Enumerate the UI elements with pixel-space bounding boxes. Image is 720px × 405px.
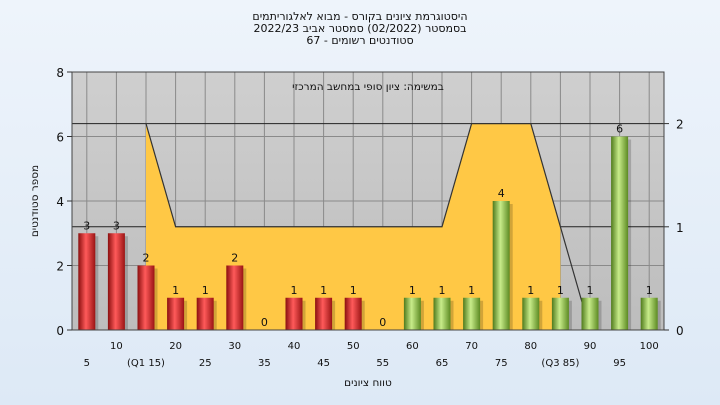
bar bbox=[640, 297, 658, 330]
x-tick-label: 50 bbox=[347, 341, 360, 352]
y2-tick-label: 1 bbox=[676, 221, 684, 235]
y-tick-label: 0 bbox=[56, 324, 64, 338]
bar bbox=[315, 297, 333, 330]
bar-data-label: 1 bbox=[439, 284, 446, 297]
chart-title-line-3: סטודנטים רשומים - 67 bbox=[306, 34, 414, 47]
bar bbox=[522, 297, 540, 330]
bar-data-label: 6 bbox=[616, 123, 623, 136]
y2-tick-label: 2 bbox=[676, 118, 684, 132]
x-tick-label: (Q1 15) bbox=[127, 358, 165, 369]
line-series bbox=[145, 122, 591, 331]
bar bbox=[226, 265, 244, 330]
bar bbox=[492, 201, 510, 330]
x-tick-label: 100 bbox=[640, 341, 659, 352]
bar-data-label: 1 bbox=[202, 284, 209, 297]
x-tick-label: 25 bbox=[199, 358, 212, 369]
bar bbox=[611, 136, 629, 330]
bar bbox=[344, 297, 362, 330]
x-tick-label: 70 bbox=[465, 341, 478, 352]
bar bbox=[433, 297, 451, 330]
x-tick-label: 5 bbox=[84, 358, 90, 369]
bar-data-label: 1 bbox=[587, 284, 594, 297]
x-tick-label: 30 bbox=[228, 341, 241, 352]
bar-data-label: 1 bbox=[291, 284, 298, 297]
x-tick-label: 40 bbox=[288, 341, 301, 352]
y-tick-label: 8 bbox=[56, 66, 64, 80]
x-tick-label: 45 bbox=[317, 358, 330, 369]
x-tick-label: 20 bbox=[169, 341, 182, 352]
bar bbox=[167, 297, 185, 330]
bar-data-label: 1 bbox=[527, 284, 534, 297]
chart-title-line-2: בסמסטר (02/2022) סמסטר אביב 2022/23 bbox=[253, 22, 467, 35]
bar bbox=[551, 297, 569, 330]
y2-tick-label: 0 bbox=[676, 324, 684, 338]
bar-data-label: 2 bbox=[143, 252, 150, 265]
x-tick-label: 95 bbox=[613, 358, 626, 369]
bar-data-label: 4 bbox=[498, 187, 505, 200]
x-tick-label: 90 bbox=[584, 341, 597, 352]
bar bbox=[78, 233, 96, 330]
chart-title-line-1: היסטוגרמת ציונים בקורס - מבוא לאלגוריתמי… bbox=[252, 10, 468, 23]
bar bbox=[285, 297, 303, 330]
x-tick-label: 60 bbox=[406, 341, 419, 352]
y-tick-label: 6 bbox=[56, 131, 64, 145]
bar-data-label: 2 bbox=[231, 252, 238, 265]
bar-data-label: 1 bbox=[320, 284, 327, 297]
bar-data-label: 3 bbox=[83, 219, 90, 232]
x-tick-label: (Q3 85) bbox=[541, 358, 579, 369]
bar-data-label: 0 bbox=[261, 316, 268, 329]
bar-data-label: 1 bbox=[646, 284, 653, 297]
x-tick-label: 10 bbox=[110, 341, 123, 352]
bar-data-label: 1 bbox=[350, 284, 357, 297]
bar bbox=[196, 297, 214, 330]
x-tick-label: 35 bbox=[258, 358, 271, 369]
bar bbox=[403, 297, 421, 330]
bar-data-label: 1 bbox=[172, 284, 179, 297]
x-tick-label: 80 bbox=[524, 341, 537, 352]
bar-data-label: 3 bbox=[113, 219, 120, 232]
y-tick-label: 2 bbox=[56, 260, 64, 274]
x-tick-label: 75 bbox=[495, 358, 508, 369]
y-tick-label: 4 bbox=[56, 195, 64, 209]
y-axis-title: מספר סטודנטים bbox=[29, 165, 41, 237]
bar bbox=[137, 265, 155, 330]
x-tick-label: 65 bbox=[436, 358, 449, 369]
bar-data-label: 0 bbox=[379, 316, 386, 329]
x-tick-label: 55 bbox=[376, 358, 389, 369]
chart-annotation: במשימה: ציון סופי במחשב המרכזי bbox=[292, 81, 444, 93]
bar-data-label: 1 bbox=[409, 284, 416, 297]
bar bbox=[581, 297, 599, 330]
bar bbox=[463, 297, 481, 330]
bar bbox=[107, 233, 125, 330]
x-axis-title: טווח ציונים bbox=[344, 377, 392, 389]
bar-data-label: 1 bbox=[557, 284, 564, 297]
bar-data-label: 1 bbox=[468, 284, 475, 297]
